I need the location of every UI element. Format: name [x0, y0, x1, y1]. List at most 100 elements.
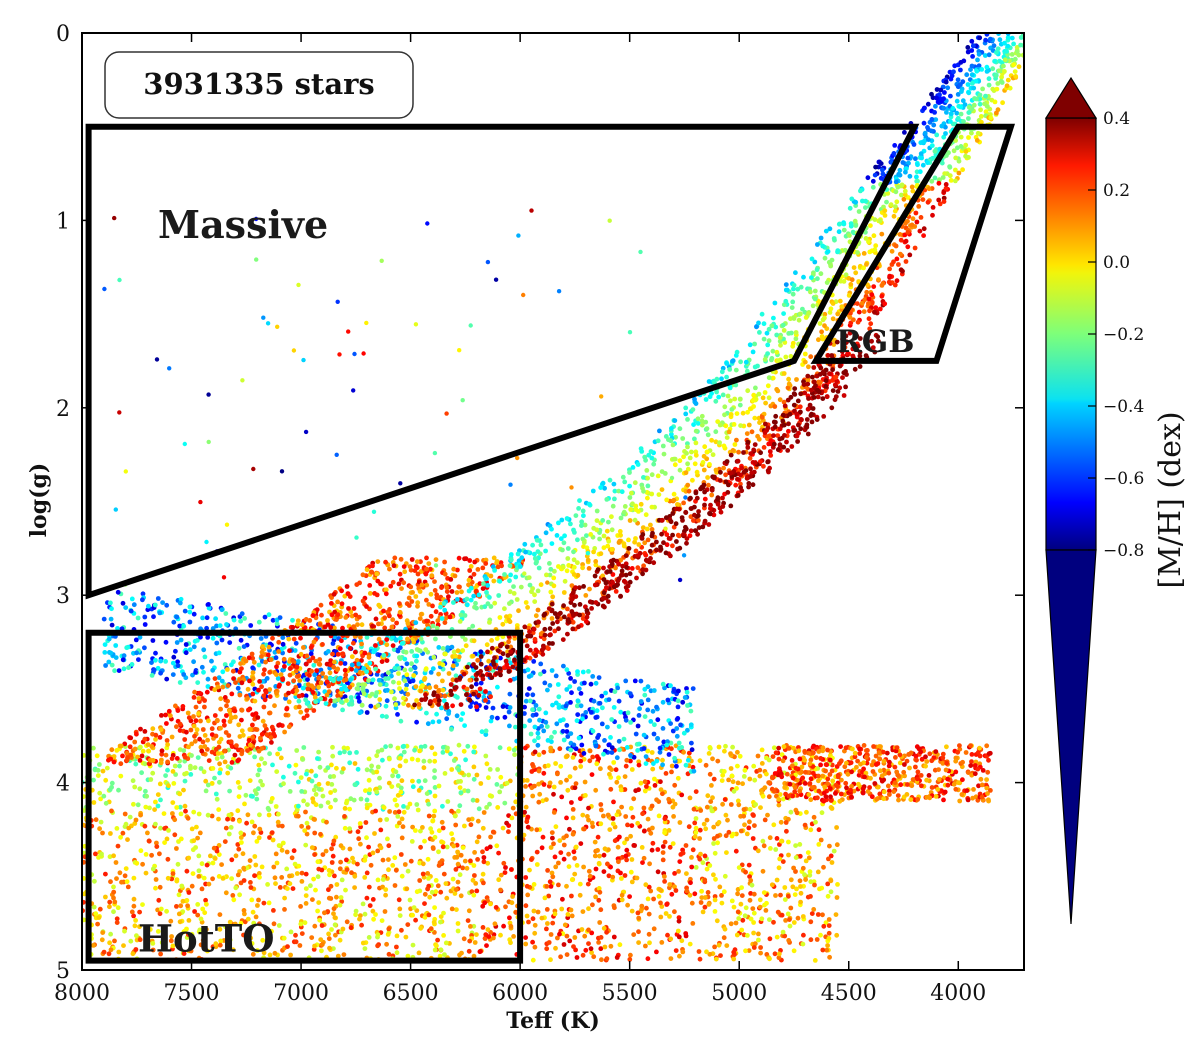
scatter-point-3212	[575, 669, 580, 674]
scatter-point-4973	[612, 496, 617, 502]
scatter-point-1794	[338, 895, 344, 900]
scatter-point-2255	[572, 871, 578, 877]
scatter-point-4571	[970, 54, 975, 59]
scatter-point-2358	[214, 796, 220, 802]
scatter-point-1335	[435, 883, 441, 889]
scatter-point-231	[289, 855, 295, 861]
scatter-point-987	[697, 827, 703, 833]
scatter-point-2119	[534, 849, 540, 855]
scatter-point-2226	[324, 819, 329, 825]
scatter-point-1142	[817, 886, 822, 892]
scatter-point-1227	[95, 767, 101, 773]
scatter-point-1103	[481, 859, 487, 865]
scatter-point-1376	[761, 843, 767, 849]
scatter-point-2256	[157, 884, 163, 890]
scatter-point-1375	[747, 776, 753, 782]
scatter-point-64	[572, 765, 578, 771]
scatter-point-2215	[206, 881, 212, 887]
scatter-point-2817	[153, 650, 158, 656]
scatter-point-2217	[766, 780, 772, 785]
scatter-point-1626	[675, 928, 681, 934]
scatter-point-2005	[683, 931, 689, 936]
scatter-point-1569	[225, 816, 230, 822]
scatter-point-2173	[327, 872, 332, 878]
scatter-point-1350	[407, 801, 413, 807]
scatter-point-1018	[331, 906, 337, 912]
scatter-point-3737	[202, 744, 208, 749]
scatter-point-1160	[558, 763, 564, 769]
scatter-point-1596	[693, 816, 699, 821]
scatter-point-1087	[573, 844, 579, 850]
scatter-point-2187	[237, 818, 242, 824]
scatter-point-2057	[125, 884, 131, 890]
scatter-point-3623	[287, 648, 292, 654]
scatter-point-579	[261, 950, 267, 956]
scatter-point-715	[82, 917, 87, 923]
scatter-point-1184	[108, 831, 113, 836]
scatter-point-4649	[497, 615, 503, 620]
scatter-point-588	[561, 856, 567, 862]
scatter-point-453	[747, 819, 752, 825]
scatter-point-2055	[691, 806, 697, 812]
scatter-point-1877	[605, 861, 610, 867]
scatter-point-4347	[766, 338, 772, 344]
scatter-point-528	[235, 842, 241, 847]
scatter-point-2461	[164, 676, 170, 682]
scatter-point-785	[150, 941, 156, 946]
scatter-point-1301	[303, 842, 309, 848]
scatter-point-739	[174, 846, 179, 851]
scatter-point-1185	[192, 909, 198, 914]
scatter-point-3695	[388, 583, 394, 589]
scatter-point-4758	[689, 449, 694, 455]
scatter-point-1297	[188, 948, 194, 954]
scatter-point-4654	[500, 621, 506, 627]
scatter-point-2152	[628, 869, 634, 875]
scatter-point-575	[498, 932, 503, 938]
scatter-point-1319	[723, 833, 729, 839]
scatter-point-1224	[650, 825, 655, 831]
scatter-point-2365	[803, 877, 808, 882]
scatter-point-176	[608, 864, 613, 870]
scatter-point-1140	[702, 877, 708, 883]
scatter-point-939	[386, 843, 392, 849]
scatter-point-1010	[194, 824, 199, 830]
scatter-point-2144	[590, 902, 595, 908]
scatter-point-2552	[617, 747, 622, 753]
scatter-point-4185	[339, 588, 344, 594]
scatter-point-1235	[722, 873, 728, 879]
scatter-point-1849	[654, 797, 659, 803]
scatter-point-995	[638, 780, 644, 786]
scatter-point-307	[369, 763, 374, 769]
scatter-point-1602	[751, 763, 757, 769]
scatter-point-2759	[533, 712, 539, 717]
scatter-point-2915	[564, 723, 570, 728]
scatter-point-2780	[171, 619, 177, 625]
scatter-point-529	[272, 875, 278, 881]
scatter-point-1172	[494, 843, 500, 849]
scatter-point-1193	[553, 824, 559, 830]
scatter-point-2299	[113, 860, 119, 865]
scatter-point-3045	[175, 663, 181, 669]
scatter-point-2269	[241, 908, 247, 913]
scatter-point-858	[658, 914, 664, 920]
scatter-point-867	[569, 877, 575, 883]
scatter-point-4013	[335, 599, 340, 605]
scatter-point-2011	[812, 882, 817, 888]
scatter-point-1601	[107, 899, 113, 905]
scatter-point-1453	[580, 812, 586, 818]
scatter-point-1886	[598, 946, 604, 952]
scatter-point-4055	[382, 615, 388, 621]
scatter-point-279	[616, 775, 621, 781]
scatter-point-4501	[969, 38, 975, 44]
scatter-point-1534	[541, 782, 547, 787]
scatter-point-3450	[212, 676, 218, 681]
scatter-point-3038	[586, 669, 591, 674]
scatter-point-76	[669, 769, 674, 775]
scatter-point-139	[372, 831, 377, 836]
scatter-point-2964	[460, 711, 466, 716]
scatter-point-3209	[219, 678, 225, 684]
scatter-point-1099	[776, 802, 782, 808]
scatter-point-2553	[543, 710, 549, 716]
scatter-point-4166	[257, 679, 262, 684]
scatter-point-4103	[274, 690, 279, 696]
